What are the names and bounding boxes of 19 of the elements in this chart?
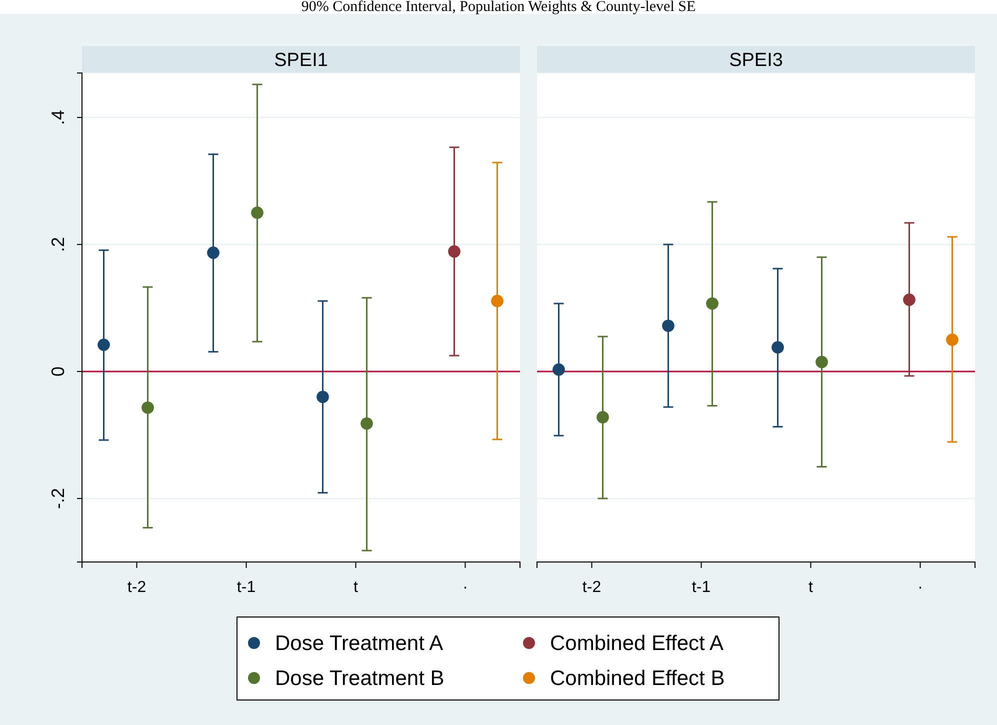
x-tick-label: t-1: [692, 578, 711, 596]
y-tick-label: 0: [48, 366, 68, 376]
chart-title: SPEI1: [274, 50, 328, 71]
legend-label: Dose Treatment B: [275, 667, 444, 690]
y-tick-label: .2: [48, 236, 68, 252]
chart-title: SPEI3: [729, 50, 783, 71]
x-tick-label: t: [354, 578, 359, 596]
x-tick-label: ·: [462, 578, 468, 596]
legend-label: Combined Effect A: [550, 632, 724, 655]
y-tick-label: -.2: [48, 488, 68, 509]
x-tick-label: t-1: [236, 578, 256, 596]
x-tick-label: t-2: [582, 578, 602, 596]
y-tick-label: .4: [48, 110, 68, 125]
x-tick-label: ·: [918, 578, 923, 596]
x-tick-label: t-2: [127, 578, 146, 596]
legend-label: Dose Treatment A: [275, 632, 444, 655]
x-tick-label: t: [808, 578, 814, 596]
text: 90% Confidence Interval, Population Weights & County-level SE: [301, 0, 696, 15]
legend-label: Combined Effect B: [550, 667, 725, 690]
